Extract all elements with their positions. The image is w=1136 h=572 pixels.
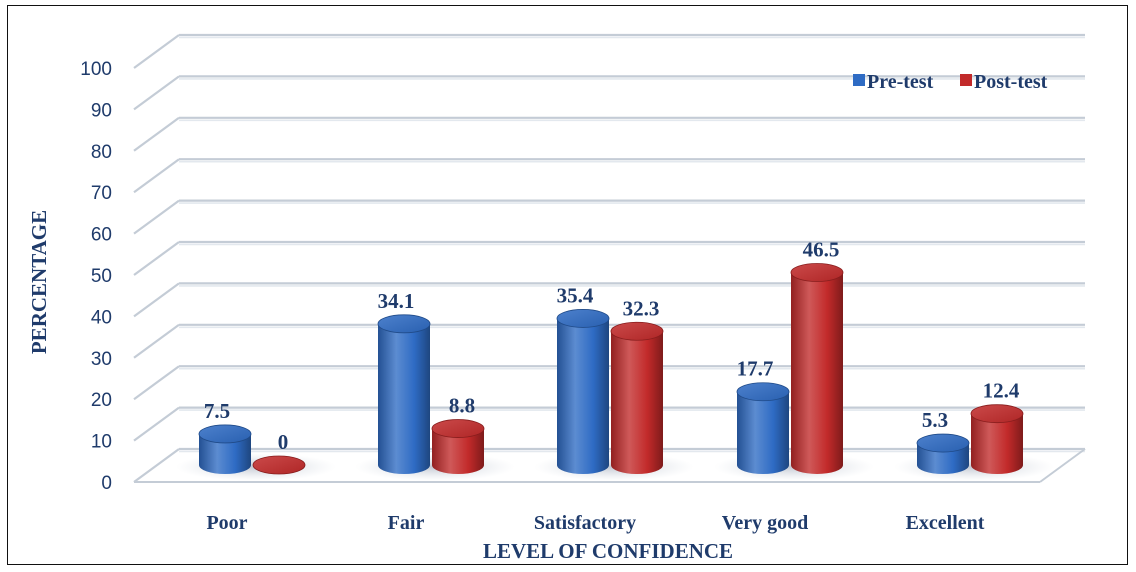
bar-post-test-fair <box>431 419 485 474</box>
bar-post-test-satisfactory <box>610 321 664 474</box>
y-tick-label: 90 <box>91 100 112 121</box>
bar-top <box>252 455 306 475</box>
legend-item-post-test: Post-test <box>960 71 1048 93</box>
y-tick-label: 20 <box>91 390 112 411</box>
bar-pre-test-poor <box>198 424 252 474</box>
bar-pre-test-very-good <box>736 382 790 474</box>
y-axis-title: PERCENTAGE <box>27 210 51 354</box>
gridline <box>133 365 1085 401</box>
y-tick-label: 60 <box>91 225 112 246</box>
gridline <box>133 282 1085 318</box>
bar-body <box>557 318 609 474</box>
data-label: 0 <box>278 430 289 454</box>
data-labels: 7.5 0 34.1 8.8 35.4 32.3 17.7 46.5 5.3 12.4 <box>204 237 1020 454</box>
data-label: 34.1 <box>378 289 415 313</box>
data-label: 12.4 <box>983 379 1020 403</box>
bar-top <box>916 433 970 453</box>
bar-top <box>377 314 431 334</box>
bar-top <box>556 309 610 328</box>
x-axis-categories: Poor Fair Satisfactory Very good Excellent <box>206 512 984 534</box>
x-category-label: Excellent <box>906 512 985 534</box>
bar-top <box>790 263 844 282</box>
legend: Pre-test Post-test <box>853 71 1048 93</box>
y-tick-label: 0 <box>101 473 112 494</box>
x-category-label: Satisfactory <box>534 512 636 534</box>
gridline <box>133 323 1085 359</box>
bars <box>176 263 1054 481</box>
gridline <box>133 33 1085 69</box>
gridline <box>133 240 1085 276</box>
floor-side-edge <box>1039 448 1086 483</box>
y-tick-label: 100 <box>80 59 112 80</box>
gridline <box>133 116 1085 152</box>
bar-top <box>736 382 790 402</box>
data-label: 8.8 <box>449 394 475 418</box>
data-label: 7.5 <box>204 399 230 423</box>
x-category-label: Poor <box>206 512 247 534</box>
y-tick-label: 70 <box>91 183 112 204</box>
y-tick-label: 50 <box>91 266 112 287</box>
data-label: 32.3 <box>623 296 660 320</box>
legend-swatch <box>853 74 865 86</box>
legend-item-pre-test: Pre-test <box>853 71 934 93</box>
bar-body <box>791 272 843 474</box>
legend-label: Pre-test <box>867 71 934 93</box>
gridlines <box>133 33 1086 483</box>
data-label: 46.5 <box>803 237 840 261</box>
legend-swatch <box>960 74 972 86</box>
gridline <box>133 75 1085 111</box>
bar-body <box>611 331 663 474</box>
x-axis-title: LEVEL OF CONFIDENCE <box>483 539 733 563</box>
y-tick-label: 40 <box>91 307 112 328</box>
bar-top <box>431 419 485 438</box>
x-category-label: Very good <box>722 512 808 534</box>
bar-post-test-excellent <box>970 404 1024 474</box>
gridline <box>133 199 1085 235</box>
bar-body <box>971 413 1023 474</box>
bar-body <box>378 323 430 474</box>
gridline <box>133 158 1085 194</box>
bar-top <box>198 424 252 444</box>
bar-post-test-very-good <box>790 263 844 474</box>
bar-body <box>199 433 251 474</box>
bar-post-test-poor <box>252 455 306 475</box>
bar-pre-test-excellent <box>916 433 970 474</box>
bar-pre-test-satisfactory <box>556 309 610 474</box>
bar-body <box>737 391 789 474</box>
data-label: 5.3 <box>922 408 948 432</box>
bar-top <box>610 321 664 341</box>
x-category-label: Fair <box>388 512 425 534</box>
data-label: 35.4 <box>557 283 594 307</box>
bar-top <box>970 404 1024 424</box>
y-tick-label: 80 <box>91 142 112 163</box>
bar-pre-test-fair <box>377 314 431 474</box>
bar-body <box>432 428 484 474</box>
data-label: 17.7 <box>737 357 774 381</box>
y-tick-label: 30 <box>91 349 112 370</box>
y-axis-ticks: 0 10 20 30 40 50 60 70 80 90 100 <box>80 59 112 494</box>
legend-label: Post-test <box>974 71 1048 93</box>
y-tick-label: 10 <box>91 432 112 453</box>
